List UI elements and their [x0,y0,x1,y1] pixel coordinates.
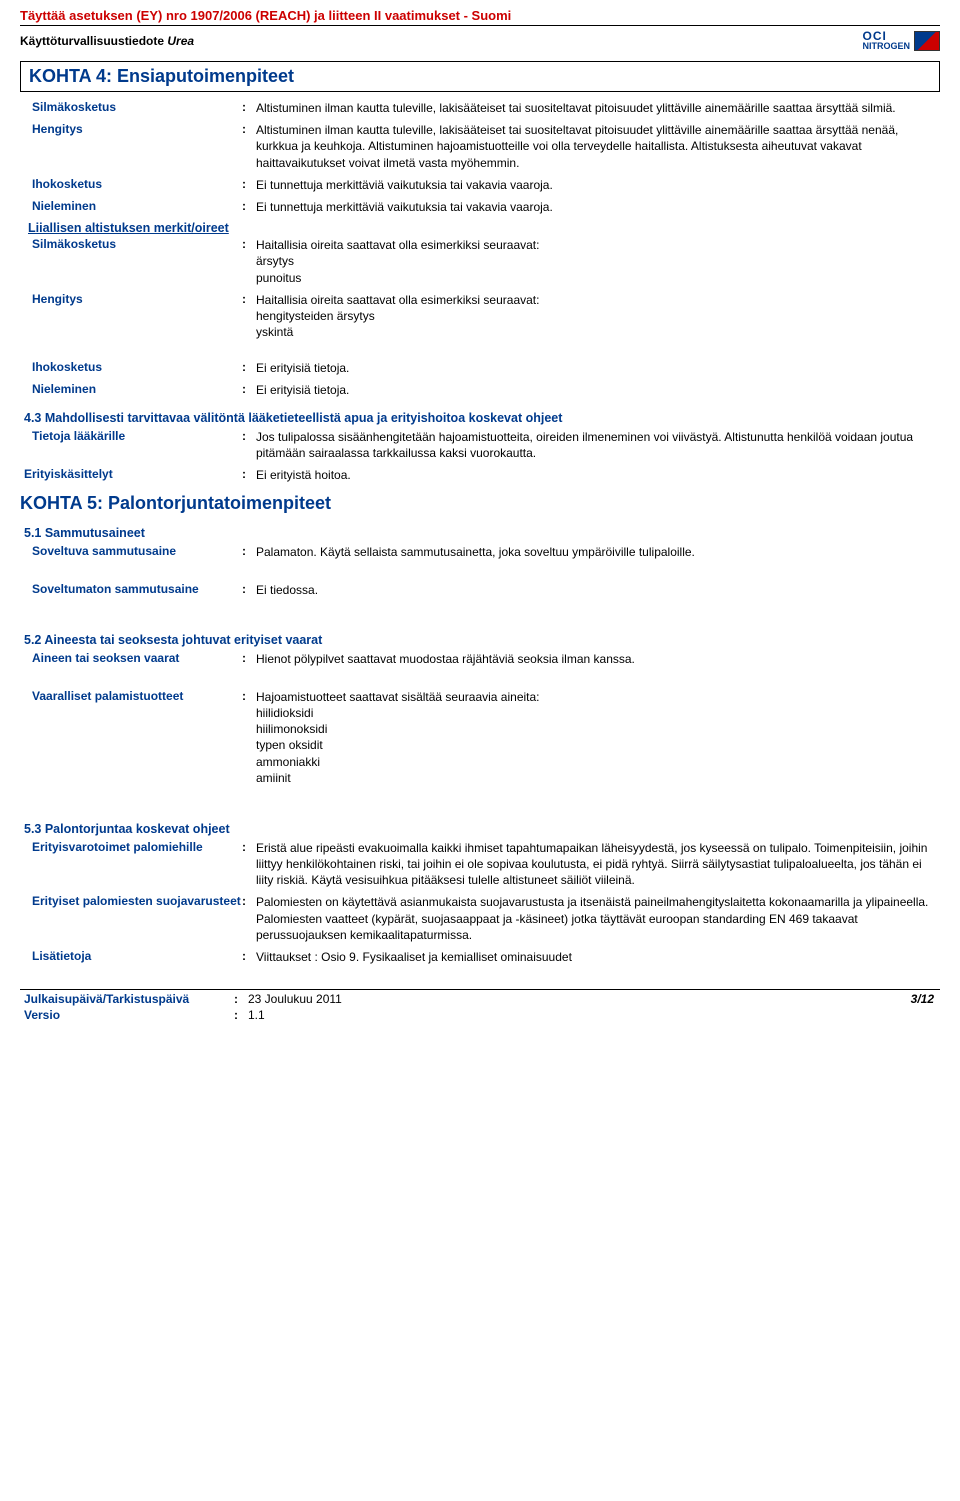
row-hazards: Aineen tai seoksen vaarat : Hienot pölyp… [32,651,940,667]
row-inhalation: Hengitys : Altistuminen ilman kautta tul… [32,122,940,171]
row-over-ingestion: Nieleminen : Ei erityisiä tietoja. [32,382,940,398]
value-unsuitable: Ei tiedossa. [256,582,940,598]
label-skin: Ihokosketus [32,177,242,193]
label-over-eye: Silmäkosketus [32,237,242,286]
section-4-box: KOHTA 4: Ensiaputoimenpiteet [20,61,940,92]
label-unsuitable: Soveltumaton sammutusaine [32,582,242,598]
row-unsuitable: Soveltumaton sammutusaine : Ei tiedossa. [32,582,940,598]
logo-text-nitrogen: NITROGEN [862,42,910,51]
label-notes: Tietoja lääkärille [32,429,242,461]
value-eye: Altistuminen ilman kautta tuleville, lak… [256,100,940,116]
value-ingestion: Ei tunnettuja merkittäviä vaikutuksia ta… [256,199,940,215]
footer-pub-label: Julkaisupäivä/Tarkistuspäivä [24,992,234,1006]
footer-pub-row: Julkaisupäivä/Tarkistuspäivä : 23 Jouluk… [24,992,940,1006]
value-notes: Jos tulipalossa sisäänhengitetään hajoam… [256,429,940,461]
label-over-inhalation: Hengitys [32,292,242,341]
row-products: Vaaralliset palamistuotteet : Hajoamistu… [32,689,940,786]
row-over-eye: Silmäkosketus : Haitallisia oireita saat… [32,237,940,286]
row-eye: Silmäkosketus : Altistuminen ilman kautt… [32,100,940,116]
label-eye: Silmäkosketus [32,100,242,116]
label-hazards: Aineen tai seoksen vaarat [32,651,242,667]
company-logo: OCI NITROGEN [862,30,940,51]
product-name: Urea [167,34,194,48]
value-over-skin: Ei erityisiä tietoja. [256,360,940,376]
footer-ver-row: Versio : 1.1 [24,1008,940,1022]
doc-type: Käyttöturvallisuustiedote [20,34,164,48]
value-inhalation: Altistuminen ilman kautta tuleville, lak… [256,122,940,171]
sub-header: Käyttöturvallisuustiedote Urea OCI NITRO… [20,30,940,51]
row-skin: Ihokosketus : Ei tunnettuja merkittäviä … [32,177,940,193]
row-notes: Tietoja lääkärille : Jos tulipalossa sis… [32,429,940,461]
label-additional: Lisätietoja [32,949,242,965]
s5-2-heading: 5.2 Aineesta tai seoksesta johtuvat erit… [24,633,940,647]
label-treatment: Erityiskäsittelyt [24,467,242,483]
value-products: Hajoamistuotteet saattavat sisältää seur… [256,689,940,786]
logo-icon [914,31,940,51]
row-suitable: Soveltuva sammutusaine : Palamaton. Käyt… [32,544,940,560]
row-over-skin: Ihokosketus : Ei erityisiä tietoja. [32,360,940,376]
row-additional: Lisätietoja : Viittaukset : Osio 9. Fysi… [32,949,940,965]
s5-1-heading: 5.1 Sammutusaineet [24,526,940,540]
regulation-header: Täyttää asetuksen (EY) nro 1907/2006 (RE… [20,8,940,26]
label-precautions: Erityisvarotoimet palomiehille [32,840,242,889]
value-treatment: Ei erityistä hoitoa. [256,467,940,483]
value-skin: Ei tunnettuja merkittäviä vaikutuksia ta… [256,177,940,193]
label-products: Vaaralliset palamistuotteet [32,689,242,786]
value-equipment: Palomiesten on käytettävä asianmukaista … [256,894,940,943]
footer-ver-value: 1.1 [248,1008,940,1022]
label-suitable: Soveltuva sammutusaine [32,544,242,560]
overexposure-heading: Liiallisen altistuksen merkit/oireet [28,221,940,235]
footer-pub-value: 23 Joulukuu 2011 [248,992,911,1006]
row-treatment: Erityiskäsittelyt : Ei erityistä hoitoa. [24,467,940,483]
footer-divider [20,989,940,990]
page-number: 3/12 [911,992,934,1006]
row-over-inhalation: Hengitys : Haitallisia oireita saattavat… [32,292,940,341]
value-over-eye: Haitallisia oireita saattavat olla esime… [256,237,940,286]
s5-3-heading: 5.3 Palontorjuntaa koskevat ohjeet [24,822,940,836]
label-inhalation: Hengitys [32,122,242,171]
value-suitable: Palamaton. Käytä sellaista sammutusainet… [256,544,940,560]
label-over-skin: Ihokosketus [32,360,242,376]
label-ingestion: Nieleminen [32,199,242,215]
row-ingestion: Nieleminen : Ei tunnettuja merkittäviä v… [32,199,940,215]
label-equipment: Erityiset palomiesten suojavarusteet [32,894,242,943]
value-precautions: Eristä alue ripeästi evakuoimalla kaikki… [256,840,940,889]
value-hazards: Hienot pölypilvet saattavat muodostaa rä… [256,651,940,667]
row-precautions: Erityisvarotoimet palomiehille : Eristä … [32,840,940,889]
label-over-ingestion: Nieleminen [32,382,242,398]
row-equipment: Erityiset palomiesten suojavarusteet : P… [32,894,940,943]
s4-3-heading: 4.3 Mahdollisesti tarvittavaa välitöntä … [24,411,940,425]
section-4-title: KOHTA 4: Ensiaputoimenpiteet [29,66,931,87]
value-over-inhalation: Haitallisia oireita saattavat olla esime… [256,292,940,341]
footer-ver-label: Versio [24,1008,234,1022]
section-5-title: KOHTA 5: Palontorjuntatoimenpiteet [20,493,940,514]
value-over-ingestion: Ei erityisiä tietoja. [256,382,940,398]
doc-type-row: Käyttöturvallisuustiedote Urea [20,34,194,48]
value-additional: Viittaukset : Osio 9. Fysikaaliset ja ke… [256,949,940,965]
